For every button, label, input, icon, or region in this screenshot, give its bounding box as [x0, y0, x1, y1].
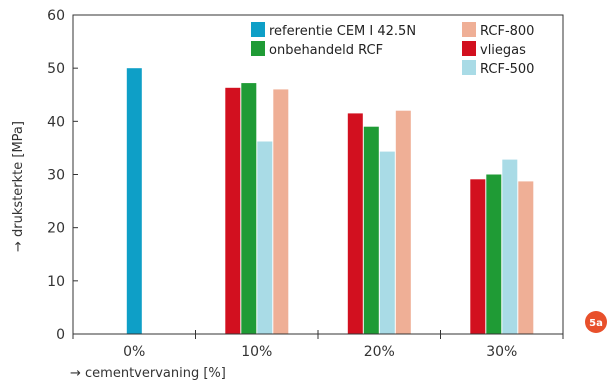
legend-label-rcf-500: RCF-500 — [480, 62, 534, 77]
x-tick-label-10: 10% — [241, 344, 272, 360]
bar-rcf-500-30 — [502, 159, 518, 334]
legend-label-onbehandeld-rcf: onbehandeld RCF — [269, 43, 383, 58]
y-tick-label-20: 20 — [47, 221, 65, 237]
y-tick-label-0: 0 — [56, 327, 65, 343]
x-axis-title: → cementvervaning [%] — [70, 366, 226, 381]
bar-rcf-800-20 — [395, 110, 411, 334]
legend-swatch-rcf-500 — [462, 60, 476, 75]
x-tick-label-30: 30% — [486, 344, 517, 360]
y-tick-label-30: 30 — [47, 168, 65, 184]
y-tick-label-50: 50 — [47, 61, 65, 77]
bar-onbehandeld-rcf-20 — [363, 126, 379, 334]
figure-badge-label: 5a — [589, 318, 603, 329]
bar-onbehandeld-rcf-10 — [241, 83, 257, 334]
bar-rcf-800-30 — [518, 181, 534, 334]
bar-vliegas-20 — [347, 113, 363, 335]
bar-rcf-800-10 — [273, 89, 289, 335]
legend-swatch-vliegas — [462, 41, 476, 56]
bar-vliegas-30 — [470, 179, 486, 334]
legend: referentie CEM I 42.5N onbehandeld RCF RCF… — [251, 22, 534, 77]
y-tick-label-10: 10 — [47, 274, 65, 290]
x-tick-label-20: 20% — [364, 344, 395, 360]
y-axis-title: → druksterkte [MPa] — [11, 121, 26, 252]
y-tick-label-40: 40 — [47, 114, 65, 130]
figure-badge-circle — [585, 311, 607, 333]
legend-swatch-onbehandeld-rcf — [251, 41, 265, 56]
bar-rcf-500-10 — [257, 141, 273, 334]
legend-swatch-referentie-cem-i-42-5n — [251, 22, 265, 37]
x-tick-label-0: 0% — [123, 344, 145, 360]
axes-group: 0 10 20 30 40 50 60 0% 10% 20% 30% — [47, 8, 564, 360]
bars-group — [126, 68, 534, 335]
legend-swatch-rcf-800 — [462, 22, 476, 37]
figure-badge: 5a — [585, 311, 607, 333]
bar-onbehandeld-rcf-30 — [486, 174, 502, 334]
bar-vliegas-10 — [225, 87, 241, 334]
legend-label-rcf-800: RCF-800 — [480, 24, 534, 39]
y-tick-label-60: 60 — [47, 8, 65, 24]
bar-referentie-cem-i-42-5n-0 — [126, 68, 142, 334]
bar-rcf-500-20 — [379, 151, 395, 334]
legend-label-referentie-cem-i-42-5n: referentie CEM I 42.5N — [269, 24, 416, 39]
legend-label-vliegas: vliegas — [480, 43, 526, 58]
